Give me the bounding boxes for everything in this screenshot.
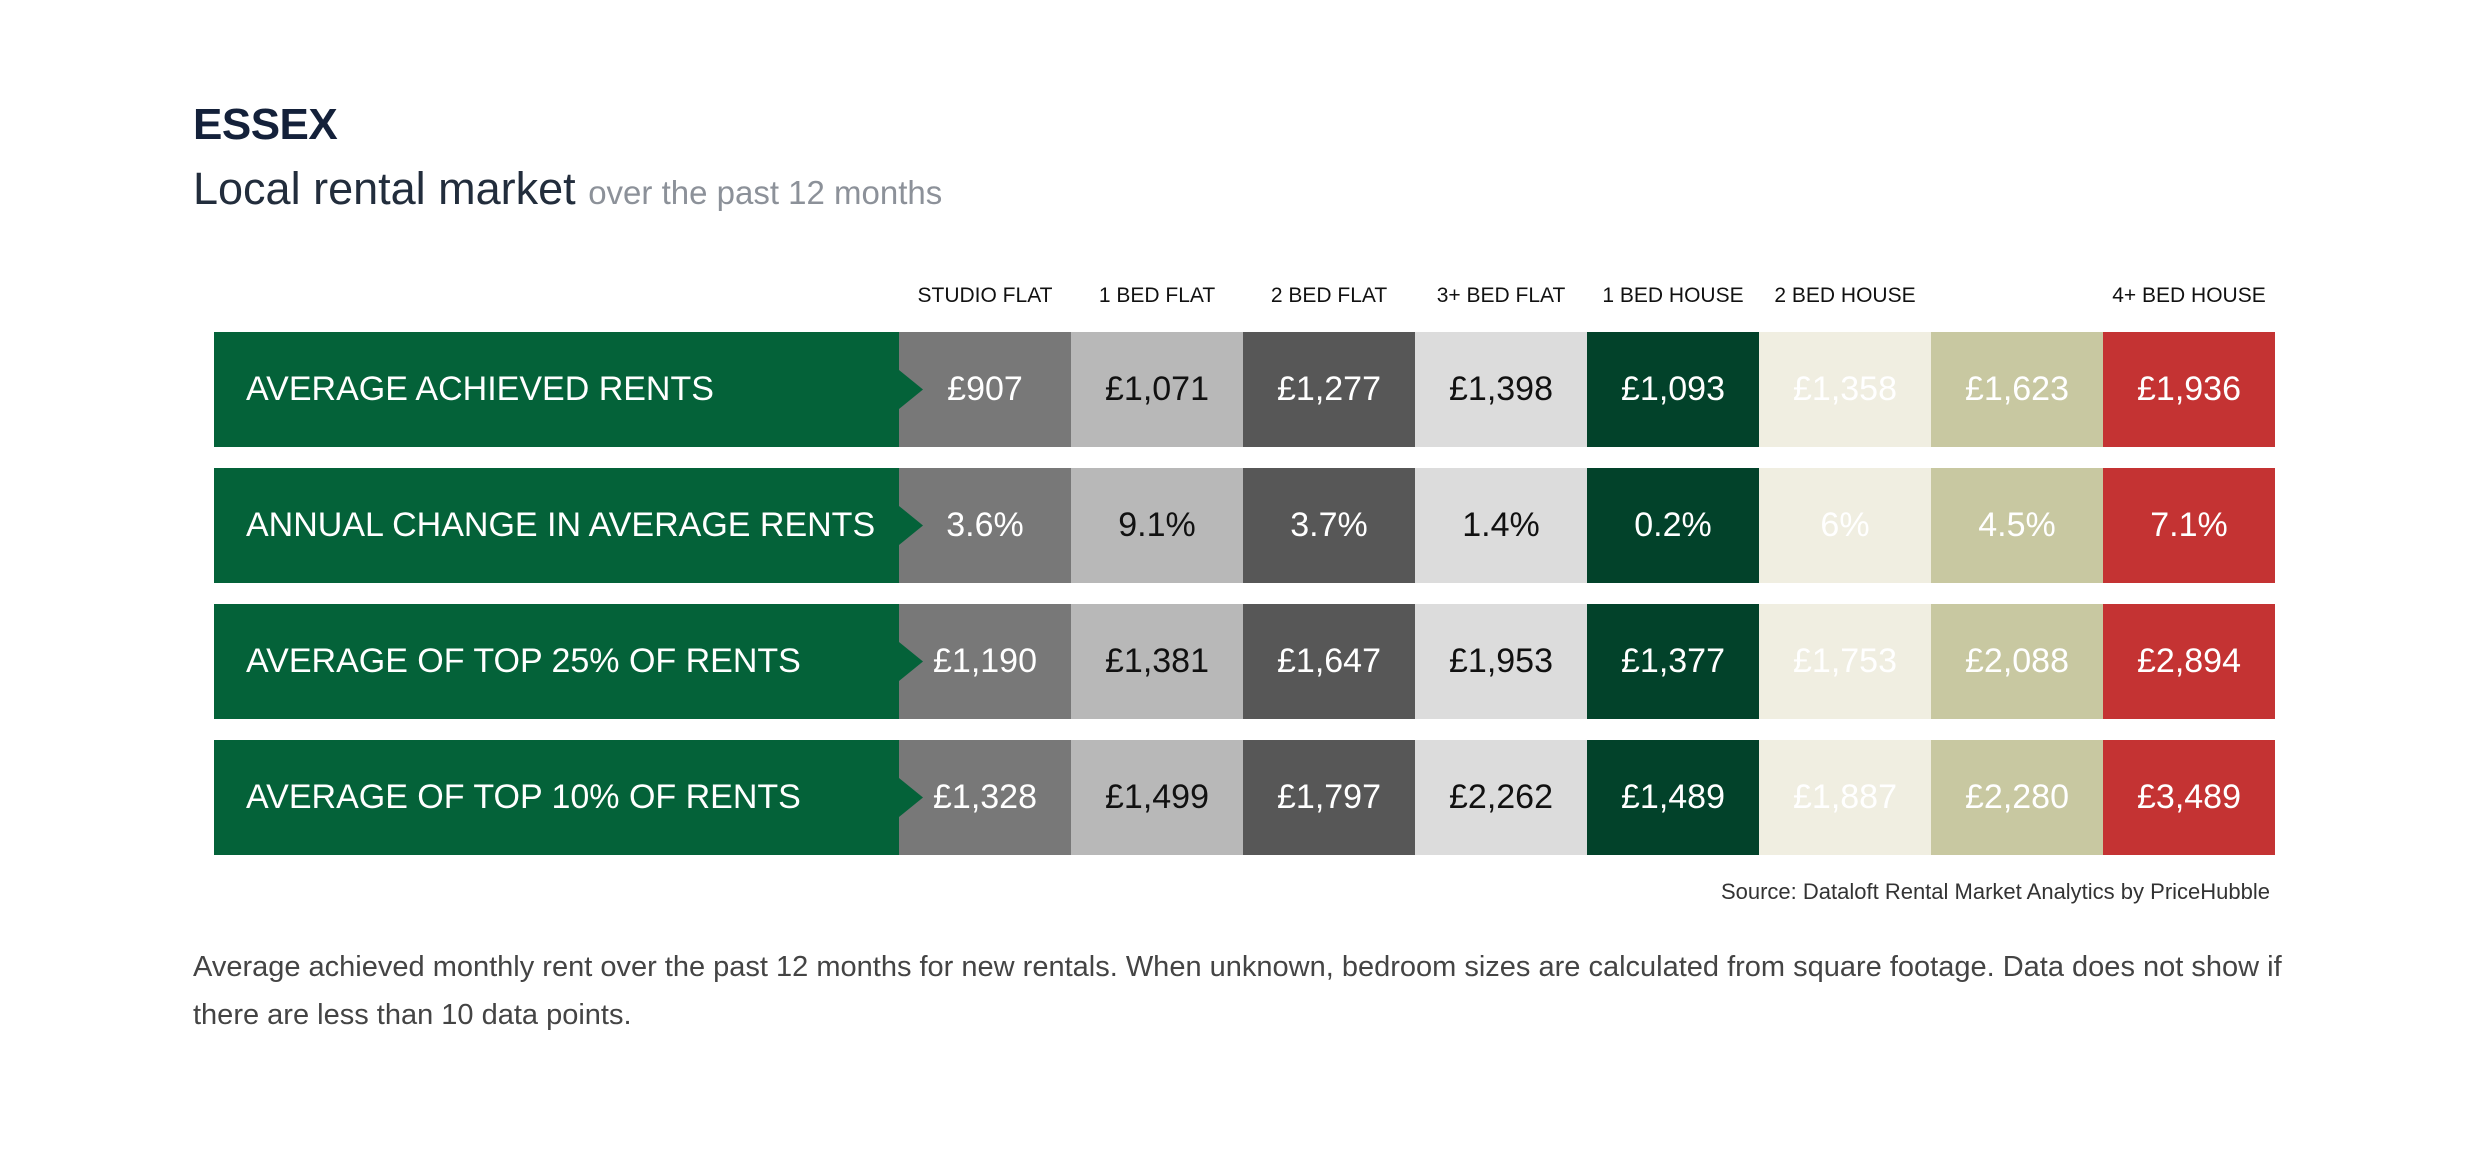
row-label: AVERAGE OF TOP 10% OF RENTS	[214, 740, 899, 855]
table-cell: £2,894	[2103, 604, 2275, 719]
table-cell: £1,797	[1243, 740, 1415, 855]
region-title: ESSEX	[193, 100, 338, 149]
table-cell: 4.5%	[1931, 468, 2103, 583]
row-label: AVERAGE OF TOP 25% OF RENTS	[214, 604, 899, 719]
row-label: AVERAGE ACHIEVED RENTS	[214, 332, 899, 447]
table-cell: 7.1%	[2103, 468, 2275, 583]
table-cell: £1,381	[1071, 604, 1243, 719]
table-cell: £1,358	[1759, 332, 1931, 447]
table-cell: 9.1%	[1071, 468, 1243, 583]
table-cell: £1,277	[1243, 332, 1415, 447]
table-cell: £2,262	[1415, 740, 1587, 855]
table-row: ANNUAL CHANGE IN AVERAGE RENTS 3.6% 9.1% 3.…	[214, 468, 2275, 583]
table-cell: 1.4%	[1415, 468, 1587, 583]
table-cell: £1,753	[1759, 604, 1931, 719]
subtitle-main: Local rental market	[193, 163, 576, 214]
table-row: AVERAGE ACHIEVED RENTS £907 £1,071 £1,277 £1…	[214, 332, 2275, 447]
table-cell: £1,398	[1415, 332, 1587, 447]
table-cell: £1,377	[1587, 604, 1759, 719]
column-headers: STUDIO FLAT 1 BED FLAT 2 BED FLAT 3+ BED FL…	[0, 284, 2480, 314]
source-note: Source: Dataloft Rental Market Analytics…	[1720, 879, 2270, 904]
table-cell: 3.7%	[1243, 468, 1415, 583]
table-cell: £1,623	[1931, 332, 2103, 447]
table-cell: £1,936	[2103, 332, 2275, 447]
table-cell: £1,190	[899, 604, 1071, 719]
table-cell: £2,088	[1931, 604, 2103, 719]
page-subtitle: Local rental market over the past 12 mon…	[193, 163, 942, 215]
table-cell: £1,499	[1071, 740, 1243, 855]
table-cell: 6%	[1759, 468, 1931, 583]
table-cell: £907	[899, 332, 1071, 447]
column-header: 2 BED HOUSE	[1774, 284, 1916, 307]
column-header: 1 BED FLAT	[1098, 284, 1216, 307]
column-header: 1 BED HOUSE	[1602, 284, 1744, 307]
table-cell: £1,887	[1759, 740, 1931, 855]
column-header: 2 BED FLAT	[1270, 284, 1388, 307]
table-cell: 3.6%	[899, 468, 1071, 583]
table-row: AVERAGE OF TOP 25% OF RENTS £1,190 £1,381 £…	[214, 604, 2275, 719]
table-cell: £1,489	[1587, 740, 1759, 855]
column-header: 4+ BED HOUSE	[2112, 284, 2266, 307]
table-cell: £1,953	[1415, 604, 1587, 719]
subtitle-suffix: over the past 12 months	[588, 174, 943, 211]
table-cell: 0.2%	[1587, 468, 1759, 583]
column-header: STUDIO FLAT	[917, 284, 1053, 307]
row-label: ANNUAL CHANGE IN AVERAGE RENTS	[214, 468, 899, 583]
table-cell: £2,280	[1931, 740, 2103, 855]
region-heading: ESSEX	[193, 100, 338, 150]
table-cell: £1,071	[1071, 332, 1243, 447]
column-header: 3+ BED FLAT	[1436, 284, 1566, 307]
table-cell: £3,489	[2103, 740, 2275, 855]
table-cell: £1,328	[899, 740, 1071, 855]
table-cell: £1,647	[1243, 604, 1415, 719]
table-cell: £1,093	[1587, 332, 1759, 447]
footnote: Average achieved monthly rent over the p…	[193, 951, 2282, 1031]
table-row: AVERAGE OF TOP 10% OF RENTS £1,328 £1,499 £…	[214, 740, 2275, 855]
